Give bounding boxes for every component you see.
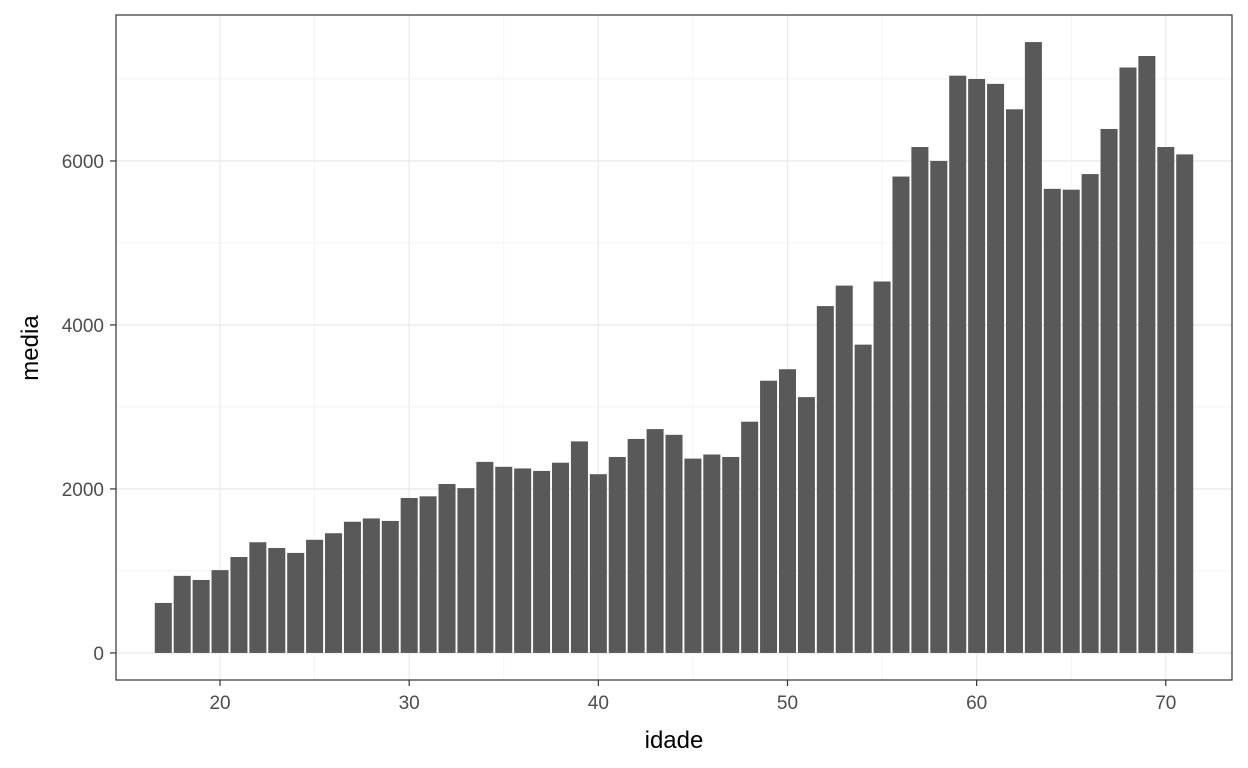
bar: [1062, 189, 1080, 653]
x-axis-ticks: 20 30 40 50 60 70: [209, 680, 1176, 714]
bar: [608, 456, 626, 653]
bar: [1138, 55, 1156, 653]
bar: [892, 176, 910, 653]
bar: [741, 421, 759, 653]
bar: [835, 285, 853, 653]
x-tick-label: 60: [966, 693, 987, 714]
bar: [343, 521, 361, 653]
bar: [816, 306, 834, 653]
bar: [362, 518, 380, 653]
x-tick-label: 20: [209, 693, 230, 714]
bar: [665, 434, 683, 653]
bar: [873, 281, 891, 653]
x-tick-label: 30: [399, 693, 420, 714]
y-tick-label: 2000: [62, 480, 104, 501]
bar: [173, 575, 191, 653]
bars: [154, 42, 1194, 653]
bar: [1081, 174, 1099, 653]
bar: [797, 397, 815, 653]
bar: [1043, 188, 1061, 653]
bar: [703, 454, 721, 653]
bar: [589, 474, 607, 653]
bar: [192, 579, 210, 653]
bar: [1100, 128, 1118, 653]
panel-border: [115, 14, 1233, 681]
bar: [325, 533, 343, 653]
bar: [381, 520, 399, 653]
bar: [570, 441, 588, 653]
bar: [968, 78, 986, 653]
bar: [949, 75, 967, 653]
bar: [627, 438, 645, 653]
bar: [514, 468, 532, 653]
bar: [646, 429, 664, 653]
bar: [1005, 109, 1023, 653]
x-axis-title: idade: [645, 727, 704, 754]
x-tick-label: 40: [588, 693, 609, 714]
bar: [154, 602, 172, 653]
bar: [1157, 147, 1175, 653]
bar: [1176, 154, 1194, 653]
bar: [438, 484, 456, 653]
bar: [533, 470, 551, 653]
y-axis-ticks: 0 2000 4000 6000: [62, 152, 116, 665]
y-tick-label: 4000: [62, 316, 104, 337]
y-tick-label: 0: [93, 644, 104, 665]
bar: [911, 147, 929, 653]
bar: [287, 552, 305, 653]
bar: [722, 456, 740, 653]
y-tick-label: 6000: [62, 152, 104, 173]
bar: [419, 496, 437, 653]
bar: [551, 462, 570, 653]
bar: [684, 458, 702, 653]
bar: [1119, 67, 1137, 653]
y-axis-title: media: [17, 315, 44, 381]
bar: [854, 344, 872, 653]
bar: [400, 497, 418, 653]
bar: [249, 542, 267, 653]
bar: [230, 557, 248, 653]
bar: [1024, 42, 1042, 653]
bar: [476, 461, 494, 653]
bar: [778, 369, 797, 653]
bar: [457, 488, 475, 653]
bar: [211, 570, 229, 653]
bar: [495, 466, 513, 653]
bar: [268, 547, 286, 653]
x-tick-label: 70: [1155, 693, 1176, 714]
bar: [987, 83, 1005, 653]
bar: [760, 380, 778, 653]
x-tick-label: 50: [777, 693, 798, 714]
bar: [306, 539, 324, 653]
bar: [930, 160, 948, 653]
